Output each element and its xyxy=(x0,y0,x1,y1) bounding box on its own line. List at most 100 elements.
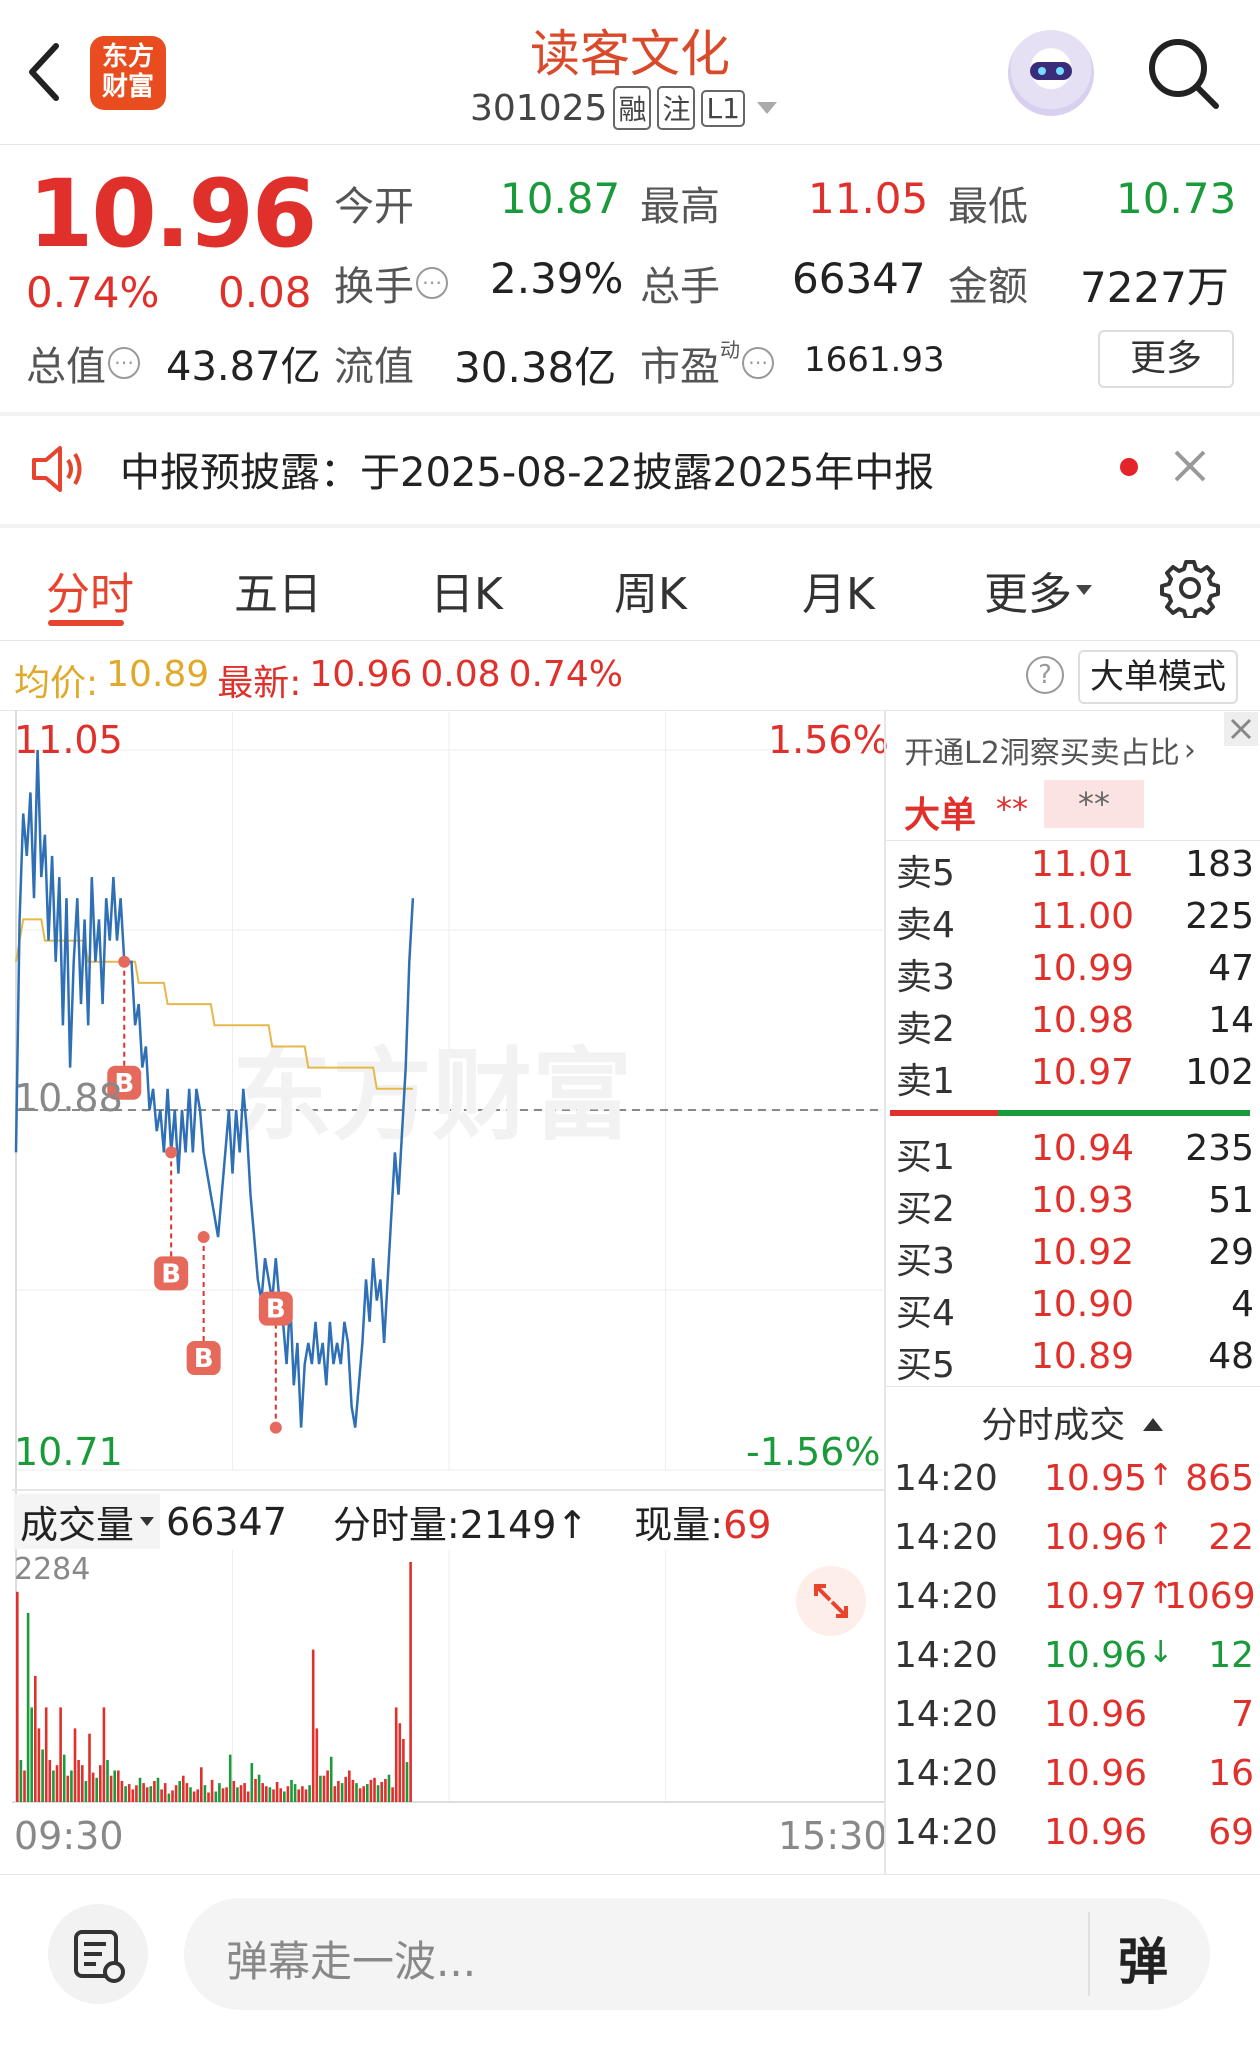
avg-label: 均价: xyxy=(14,663,99,704)
ask-row[interactable]: 卖1 10.97 102 xyxy=(896,1052,1256,1102)
l2-banner-text: 开通L2洞察买卖占比 xyxy=(904,736,1180,771)
ask-volume: 183 xyxy=(1185,844,1254,885)
amount-label: 金额 xyxy=(948,264,1028,310)
search-button[interactable] xyxy=(1144,34,1224,114)
tick-time: 14:20 xyxy=(894,1694,998,1735)
close-icon[interactable] xyxy=(1170,446,1210,486)
intraday-chart[interactable]: 东方财富 B B B B xyxy=(12,710,884,1874)
danmu-input[interactable]: 弹幕走一波... 弹 xyxy=(184,1898,1210,2010)
section-gap xyxy=(0,524,1260,528)
divider xyxy=(0,640,1260,641)
tick-row: 14:20 10.97 ↑ 1069 xyxy=(894,1576,1256,1624)
section-gap xyxy=(0,412,1260,416)
tab-daily-k[interactable]: 日K xyxy=(430,569,503,620)
mktcap-label[interactable]: 总值 ⋯ xyxy=(26,334,140,392)
tab-more[interactable]: 更多 xyxy=(984,558,1092,622)
tick-direction-icon: ↑ xyxy=(1148,1576,1174,1611)
tick-price: 10.95 xyxy=(1044,1458,1148,1499)
ticks-title[interactable]: 分时成交 xyxy=(884,1396,1260,1448)
volume-header: 成交量 66347 分时量:2149↑ 现量:69 xyxy=(14,1494,771,1549)
big-order-value-1: ** xyxy=(996,790,1028,828)
turnover-label-text: 换手 xyxy=(334,264,414,310)
bid-row[interactable]: 买3 10.92 29 xyxy=(896,1232,1256,1282)
big-order-mode-button[interactable]: 大单模式 xyxy=(1078,650,1238,704)
stock-code-row[interactable]: 301025 融 注 L1 xyxy=(470,86,777,130)
ask-row[interactable]: 卖5 11.01 183 xyxy=(896,844,1256,894)
pe-sup: 动 xyxy=(720,338,740,362)
l2-close-icon[interactable] xyxy=(1224,712,1258,746)
bid-row[interactable]: 买5 10.89 48 xyxy=(896,1336,1256,1386)
x-axis-end: 15:30 xyxy=(778,1814,888,1858)
minute-volume: 分时量:2149↑ xyxy=(333,1494,588,1549)
ask-label: 卖4 xyxy=(896,905,955,946)
settings-button[interactable] xyxy=(1160,558,1220,620)
ask-label: 卖5 xyxy=(896,853,955,894)
bid-volume: 4 xyxy=(1231,1284,1254,1325)
volume-bar xyxy=(275,1782,279,1802)
back-button[interactable] xyxy=(24,40,74,104)
axis-bottom-price: 10.71 xyxy=(14,1430,123,1474)
volume-bar xyxy=(167,1793,171,1802)
tab-intraday[interactable]: 分时 xyxy=(46,569,134,620)
bid-price: 10.93 xyxy=(1030,1180,1134,1221)
badge-margin: 融 xyxy=(613,86,652,130)
l2-banner[interactable]: 开通L2洞察买卖占比 › xyxy=(904,728,1196,772)
volume-bar xyxy=(196,1789,200,1802)
tab-weekly-k[interactable]: 周K xyxy=(614,569,687,620)
notice-text[interactable]: 中报预披露：于2025-08-22披露2025年中报 xyxy=(120,450,935,496)
tick-volume: 865 xyxy=(1185,1458,1254,1499)
bid-label: 买4 xyxy=(896,1293,955,1334)
amount-value: 7227万 xyxy=(1080,263,1229,312)
orderbook-panel xyxy=(884,710,1260,1874)
volume-bar xyxy=(131,1789,135,1802)
volume-bar xyxy=(265,1786,268,1802)
pe-label[interactable]: 市盈 动 ⋯ xyxy=(640,334,774,392)
volume-bar xyxy=(373,1777,376,1802)
volume-bar xyxy=(355,1783,358,1802)
buy-marker-dot xyxy=(197,1231,210,1244)
ask-row[interactable]: 卖2 10.98 14 xyxy=(896,1000,1256,1050)
bid-row[interactable]: 买2 10.93 51 xyxy=(896,1180,1256,1230)
big-order-label: 大单 xyxy=(904,795,977,836)
divider xyxy=(0,710,1260,711)
bid-row[interactable]: 买1 10.94 235 xyxy=(896,1128,1256,1178)
volume-bar xyxy=(153,1781,156,1802)
tick-time: 14:20 xyxy=(894,1517,998,1558)
more-button[interactable]: 更多 xyxy=(1098,330,1234,388)
volume-bar xyxy=(41,1749,44,1802)
tick-time: 14:20 xyxy=(894,1635,998,1676)
robot-avatar-icon[interactable] xyxy=(1008,30,1094,116)
comment-button[interactable] xyxy=(48,1904,148,2004)
tab-five-day[interactable]: 五日 xyxy=(234,569,322,620)
volume-bar xyxy=(16,1591,19,1802)
caret-down-icon xyxy=(1076,585,1092,595)
tab-monthly-k[interactable]: 月K xyxy=(802,569,875,620)
volume-dropdown[interactable]: 成交量 xyxy=(14,1494,161,1549)
tick-volume: 12 xyxy=(1208,1635,1254,1676)
turnover-value: 2.39% xyxy=(490,254,624,303)
x-axis-start: 09:30 xyxy=(14,1814,124,1858)
help-icon[interactable]: ? xyxy=(1026,656,1064,694)
volume-bar xyxy=(293,1784,297,1802)
open-value: 10.87 xyxy=(500,174,621,223)
bid-row[interactable]: 买4 10.90 4 xyxy=(896,1284,1256,1334)
input-separator xyxy=(1088,1912,1090,1996)
volume-bar xyxy=(369,1779,373,1802)
volume-bar xyxy=(319,1775,322,1802)
volume-bar xyxy=(391,1787,394,1802)
tick-time: 14:20 xyxy=(894,1458,998,1499)
ask-row[interactable]: 卖3 10.99 47 xyxy=(896,948,1256,998)
danmu-send-button[interactable]: 弹 xyxy=(1118,1922,1168,1994)
expand-button[interactable] xyxy=(796,1566,866,1636)
volume-bar xyxy=(174,1785,178,1802)
ask-price: 11.01 xyxy=(1030,844,1134,885)
volume-bar xyxy=(77,1760,80,1802)
tick-row: 14:20 10.96 ↓ 12 xyxy=(894,1635,1256,1683)
ask-row[interactable]: 卖4 11.00 225 xyxy=(896,896,1256,946)
volume-bar xyxy=(394,1707,398,1802)
tick-row: 14:20 10.96 16 xyxy=(894,1753,1256,1801)
volume-bar xyxy=(358,1788,362,1802)
divider xyxy=(0,1874,1260,1875)
turnover-label[interactable]: 换手 ⋯ xyxy=(334,254,448,312)
ticks-title-text: 分时成交 xyxy=(981,1405,1126,1446)
